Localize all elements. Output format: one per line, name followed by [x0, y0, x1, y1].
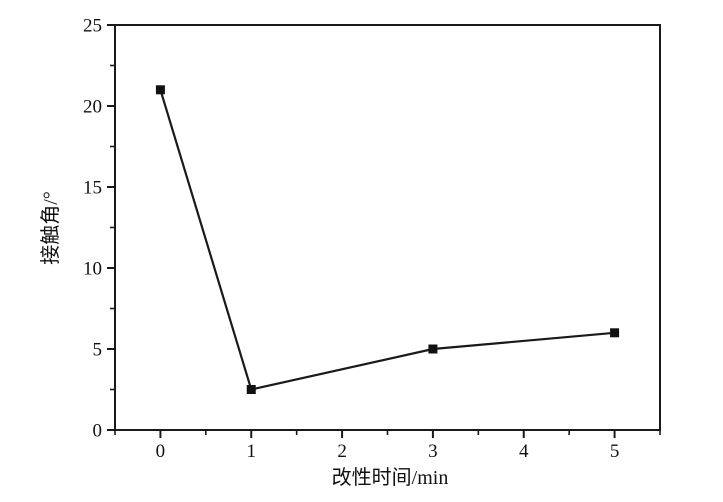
data-point-marker [610, 328, 620, 338]
data-point-marker [155, 85, 165, 95]
x-axis-tick-label: 5 [610, 441, 620, 462]
y-axis-tick-label: 5 [93, 340, 103, 361]
x-axis-tick-label: 1 [247, 441, 257, 462]
y-axis-tick-label: 10 [83, 259, 102, 280]
plot-box [114, 24, 661, 431]
x-axis-tick-label: 4 [519, 441, 529, 462]
x-axis-title: 改性时间/min [332, 466, 449, 489]
x-axis-tick-label: 2 [337, 441, 347, 462]
x-axis-tick-label: 0 [156, 441, 166, 462]
x-axis-tick-label: 3 [428, 441, 438, 462]
y-axis-tick-label: 25 [83, 16, 102, 37]
y-axis-tick-label: 0 [93, 421, 103, 442]
data-point-marker [246, 385, 256, 394]
data-line [159, 89, 615, 391]
data-point-marker [428, 344, 438, 354]
y-axis-title: 接触角/° [39, 191, 62, 265]
y-axis-tick-label: 15 [83, 178, 102, 199]
y-axis-tick-label: 20 [83, 97, 102, 118]
plot-area: 0 1 2 3 4 5 0 5 10 15 20 25 [83, 16, 661, 462]
